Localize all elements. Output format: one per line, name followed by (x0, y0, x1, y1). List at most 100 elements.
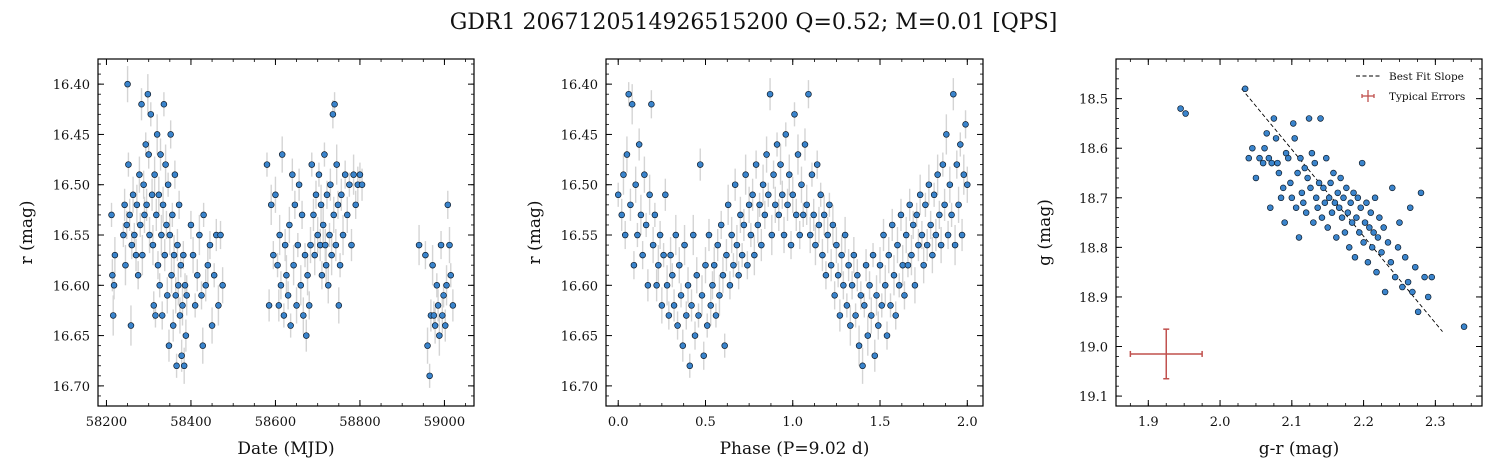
data-point (758, 241, 765, 249)
data-point (177, 261, 185, 269)
data-point (153, 131, 161, 138)
data-point (202, 282, 209, 289)
data-point (798, 181, 805, 188)
data-point (1265, 154, 1273, 162)
data-point (272, 191, 279, 199)
data-point (873, 292, 880, 299)
data-point (869, 251, 877, 259)
data-point (1245, 154, 1253, 162)
data-point (274, 261, 281, 269)
data-point (660, 251, 667, 259)
data-point (263, 161, 271, 168)
data-point (808, 171, 816, 178)
data-point (124, 80, 131, 88)
data-point (902, 231, 910, 239)
data-point (142, 141, 149, 148)
data-point (738, 251, 746, 259)
data-point (121, 201, 128, 209)
data-point (669, 271, 676, 279)
data-point (1363, 199, 1370, 207)
data-point (817, 191, 824, 199)
data-point (1297, 154, 1304, 162)
data-point (1350, 189, 1357, 197)
data-point (136, 221, 144, 229)
data-point (1252, 174, 1260, 182)
data-point (768, 231, 776, 239)
x-tick-label: 58600 (255, 415, 296, 430)
data-point (1256, 154, 1263, 162)
light-curve-panel: 58200 58400 58600 58800 59000 16.40 16.45 16.50… (17, 58, 475, 459)
data-point (330, 211, 337, 219)
x-tick-label: 58800 (339, 415, 380, 430)
data-point (310, 211, 317, 219)
data-point (784, 201, 791, 209)
data-point (141, 211, 148, 219)
data-point (1295, 234, 1303, 241)
data-point (796, 231, 803, 239)
data-point (864, 332, 872, 339)
data-point (171, 171, 179, 178)
data-point (156, 282, 163, 289)
data-point (614, 191, 622, 199)
data-point (782, 131, 790, 138)
data-point (831, 292, 838, 299)
data-point (1366, 224, 1373, 231)
data-point (336, 261, 344, 269)
data-point (281, 241, 289, 249)
data-point (922, 201, 929, 209)
data-point (742, 171, 749, 178)
axes-frame (605, 58, 984, 407)
data-point (822, 271, 830, 279)
data-point (1314, 204, 1321, 211)
data-point (175, 282, 182, 289)
data-point (829, 221, 837, 229)
data-point (352, 201, 359, 209)
data-point (147, 111, 155, 118)
data-point (852, 312, 859, 319)
data-point (1357, 204, 1364, 211)
y-tick-label: 19.1 (1079, 390, 1108, 405)
data-point (312, 191, 320, 199)
data-point (740, 221, 748, 229)
data-point (1406, 204, 1414, 211)
data-point (333, 161, 340, 168)
data-point (291, 201, 299, 209)
data-point (634, 231, 641, 239)
data-point (805, 90, 812, 98)
data-point (941, 201, 948, 209)
data-point (422, 251, 429, 259)
data-point (1324, 224, 1331, 231)
data-point (158, 231, 165, 239)
data-point (779, 191, 786, 199)
data-point (745, 201, 753, 209)
data-point (280, 312, 288, 319)
data-point (278, 151, 286, 158)
data-point (904, 261, 912, 269)
data-point (133, 201, 141, 209)
data-point (1274, 159, 1281, 167)
data-point (681, 241, 688, 249)
data-point (918, 231, 926, 239)
y-axis-label: g (mag) (1035, 199, 1055, 266)
color-magnitude-panel: 1.9 2.0 2.1 2.2 2.3 18.5 18.6 18.7 18.8 18.9 19.0 1… (1035, 58, 1483, 459)
data-point (304, 271, 311, 279)
y-tick-label: 18.9 (1079, 291, 1108, 306)
data-point (761, 211, 769, 219)
legend-label-best-fit: Best Fit Slope (1389, 71, 1464, 83)
data-point (1315, 179, 1323, 187)
data-point (710, 261, 718, 269)
data-point (148, 191, 156, 199)
data-point (200, 211, 207, 219)
data-point (122, 261, 129, 269)
data-point (143, 201, 150, 209)
data-point (443, 282, 450, 289)
data-point (712, 312, 720, 319)
data-point (836, 312, 844, 319)
data-point (180, 362, 188, 370)
data-point (1304, 174, 1311, 182)
data-point (283, 271, 290, 279)
data-point (1311, 159, 1319, 167)
data-point (623, 151, 631, 158)
y-axis-label: r (mag) (525, 201, 545, 265)
data-point (838, 251, 845, 259)
